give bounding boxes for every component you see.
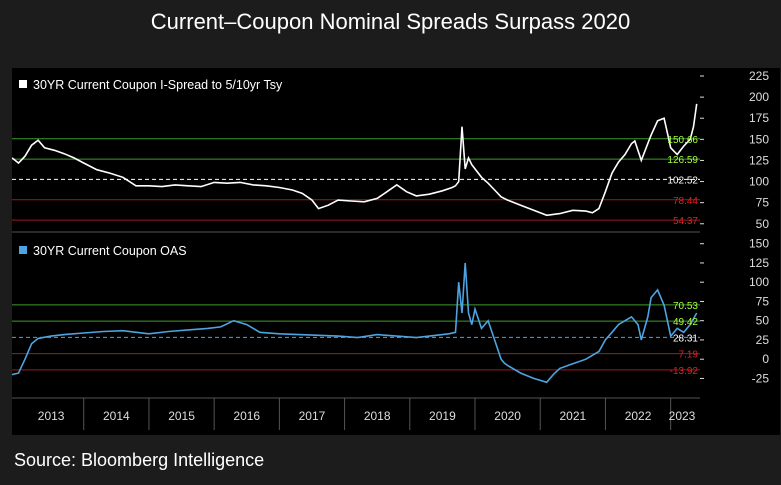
x-tick-label-4: 2017	[299, 409, 326, 423]
oas-ytick-label-5: 100	[749, 275, 769, 289]
ispread-ytick-label-5: 175	[749, 111, 769, 125]
ispread-y-axis: 50 75 100 125 150 175 200 225	[700, 69, 769, 231]
ispread-ytick-label-2: 100	[749, 175, 769, 189]
x-tick-label-6: 2019	[429, 409, 456, 423]
x-tick-label-7: 2020	[494, 409, 521, 423]
oas-ytick-label-1: 0	[762, 352, 769, 366]
x-tick-label-9: 2022	[625, 409, 652, 423]
oas-reference-labels: 70.53 49.42 28.31 7.19 -13.92	[670, 301, 699, 377]
oas-y-axis: -25 0 25 50 75 100 125 150	[700, 237, 770, 385]
ispread-ytick-label-3: 125	[749, 153, 769, 167]
oas-ytick-label-7: 150	[749, 237, 769, 251]
ispread-legend-label: 30YR Current Coupon I-Spread to 5/10yr T…	[33, 78, 283, 92]
ispread-ytick-label-1: 75	[756, 196, 770, 210]
x-tick-label-8: 2021	[559, 409, 586, 423]
x-axis: 2013 2014 2015 2016 2017 2018 2019 2020 2021 2022…	[12, 397, 700, 430]
oas-ref-label-1: 49.42	[673, 317, 698, 328]
oas-ytick-label-0: -25	[752, 371, 770, 385]
x-tick-label-2: 2015	[168, 409, 195, 423]
oas-ref-label-2: 28.31	[673, 333, 698, 344]
ispread-ref-label-4: 54.37	[673, 216, 698, 227]
oas-legend-label: 30YR Current Coupon OAS	[33, 244, 187, 258]
ispread-ref-label-2: 102.52	[667, 175, 698, 186]
ispread-ref-label-3: 78.44	[673, 196, 698, 207]
ispread-ytick-label-7: 225	[749, 69, 769, 83]
ispread-series-line	[11, 103, 698, 217]
chart-svg: 150.66 126.59 102.52 78.44 54.37 50 75 100 125 1…	[11, 69, 770, 430]
oas-series-line	[11, 262, 698, 384]
ispread-reference-lines	[12, 138, 700, 221]
ispread-ytick-label-6: 200	[749, 90, 769, 104]
chart-panel: 150.66 126.59 102.52 78.44 54.37 50 75 100 125 1…	[11, 68, 780, 435]
oas-ref-label-3: 7.19	[679, 350, 699, 361]
ispread-ytick-label-4: 150	[749, 132, 769, 146]
chart-title: Current–Coupon Nominal Spreads Surpass 2…	[150, 9, 631, 34]
oas-ytick-label-2: 25	[756, 333, 770, 347]
x-tick-label-3: 2016	[233, 409, 260, 423]
ispread-ytick-label-0: 50	[756, 217, 770, 231]
x-tick-label-5: 2018	[364, 409, 391, 423]
x-tick-label-10: 2023	[669, 409, 696, 423]
ispread-reference-labels: 150.66 126.59 102.52 78.44 54.37	[667, 135, 698, 227]
ispread-ref-label-0: 150.66	[667, 135, 698, 146]
ispread-ref-label-1: 126.59	[667, 155, 698, 166]
source-note: Source: Bloomberg Intelligence	[14, 450, 265, 470]
x-tick-label-1: 2014	[103, 409, 130, 423]
ispread-panel: 150.66 126.59 102.52 78.44 54.37 50 75 100 125 1…	[11, 69, 769, 231]
oas-ytick-label-6: 125	[749, 256, 769, 270]
oas-ref-label-4: -13.92	[670, 366, 699, 377]
ispread-legend-marker	[19, 80, 27, 88]
oas-panel: 70.53 49.42 28.31 7.19 -13.92 -25 0 25 50 75 100 1…	[11, 237, 770, 385]
oas-legend-marker	[19, 246, 27, 254]
x-tick-label-0: 2013	[38, 409, 65, 423]
oas-ref-label-0: 70.53	[673, 301, 698, 312]
oas-ytick-label-3: 50	[756, 314, 770, 328]
oas-ytick-label-4: 75	[756, 294, 770, 308]
